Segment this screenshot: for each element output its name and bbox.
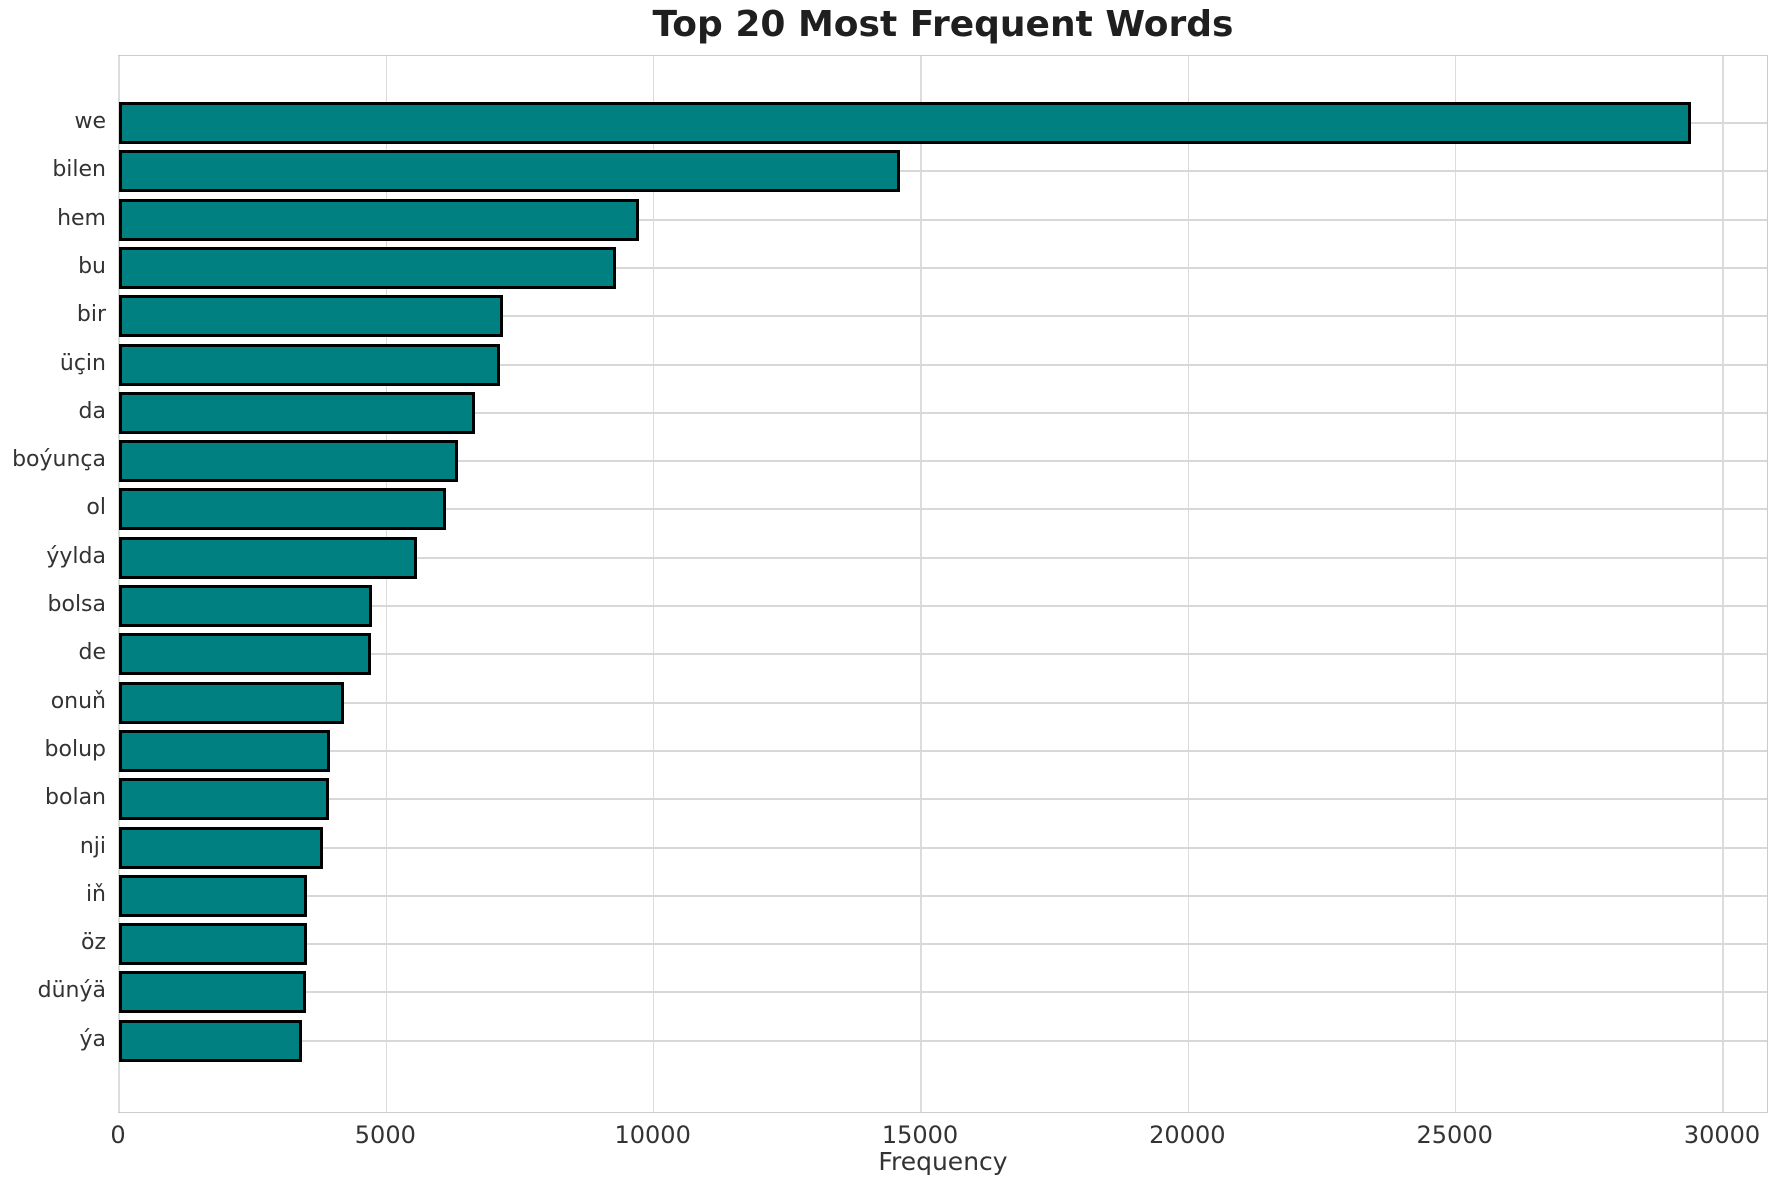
bar-da [119,391,476,434]
bar-nji [119,826,323,869]
bar-bu [119,246,617,289]
horizontal-gridline [119,266,1767,269]
bar-bilen [119,150,900,193]
bar-boýunça [119,440,458,483]
bar-bolsa [119,585,373,627]
y-tick-label: bu [78,253,106,279]
chart-title: Top 20 Most Frequent Words [652,4,1234,45]
x-tick-label: 15000 [881,1121,959,1149]
y-tick-label: bolsa [47,592,106,617]
x-tick-label: 30000 [1683,1121,1761,1149]
horizontal-gridline [119,556,1767,559]
plot-area [118,55,1768,1113]
horizontal-gridline [119,218,1767,221]
vertical-gridline [1187,56,1190,1112]
vertical-gridline [1722,56,1724,1112]
bar-hem [119,198,639,241]
bar-ol [119,488,446,531]
vertical-gridline [1454,56,1457,1112]
bar-de [119,633,371,676]
bar-onuň [119,681,345,724]
y-tick-label: dünýä [37,978,106,1004]
x-tick-label: 25000 [1416,1121,1493,1149]
horizontal-gridline [119,943,1767,946]
y-tick-label: nji [79,833,106,859]
x-tick-label: 10000 [614,1121,691,1149]
bar-dünýä [119,971,307,1014]
horizontal-gridline [119,508,1767,511]
vertical-gridline [385,56,388,1112]
horizontal-gridline [119,798,1767,801]
horizontal-gridline [119,653,1767,656]
y-tick-label: boýunça [12,447,106,473]
y-tick-label: bolan [45,785,106,811]
y-tick-label: hem [57,205,106,231]
y-tick-label: de [78,640,107,666]
horizontal-gridline [119,170,1767,173]
x-tick-label: 5000 [354,1121,416,1149]
bar-bir [119,295,503,338]
horizontal-gridline [119,315,1767,318]
vertical-gridline [118,56,120,1112]
vertical-gridline [920,56,922,1112]
vertical-gridline [652,56,655,1112]
horizontal-gridline [119,749,1767,752]
horizontal-gridline [119,846,1767,849]
y-tick-label: ol [86,495,106,521]
y-tick-label: ýylda [46,543,106,569]
horizontal-gridline [119,894,1767,897]
bar-öz [119,923,307,966]
horizontal-gridline [119,605,1767,607]
horizontal-gridline [119,701,1767,704]
bar-ýa [119,1019,302,1062]
x-tick-label: 0 [110,1121,126,1149]
bar-bolan [119,778,330,821]
bar-iň [119,874,308,917]
bar-ýylda [119,536,417,579]
bar-üçin [119,343,500,386]
y-tick-label: onuň [50,688,106,714]
y-tick-label: bilen [52,157,106,183]
y-tick-label: bir [76,302,106,328]
y-tick-label: üçin [59,350,106,376]
bar-we [119,102,1691,144]
horizontal-gridline [119,460,1767,463]
y-tick-label: we [74,109,106,134]
x-tick-label: 20000 [1149,1121,1226,1149]
horizontal-gridline [119,411,1767,414]
horizontal-gridline [119,991,1767,994]
horizontal-gridline [119,1039,1767,1042]
y-tick-label: bolup [44,736,106,762]
bar-bolup [119,729,331,772]
horizontal-gridline [119,363,1767,366]
y-tick-label: iň [85,881,106,907]
y-tick-label: ýa [79,1026,106,1052]
x-axis-title: Frequency [878,1147,1008,1176]
y-tick-label: öz [80,930,106,956]
y-tick-label: da [78,398,106,424]
